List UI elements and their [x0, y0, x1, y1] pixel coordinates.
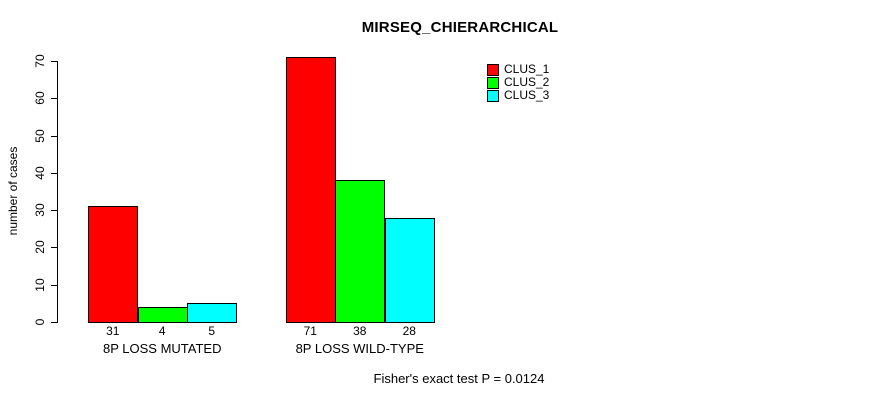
bar-clus_1-group1 [88, 206, 138, 323]
y-axis-tick [51, 322, 57, 323]
bar-clus_1-group2 [285, 57, 336, 323]
legend-entry-label: CLUS_3 [504, 88, 550, 102]
y-axis-tick [51, 98, 57, 100]
y-axis-tick-label: 20 [33, 240, 47, 255]
y-axis-tick [51, 61, 57, 62]
y-axis-tick [51, 210, 57, 212]
bar-clus_3-group1 [187, 303, 237, 323]
bar-value-label: 28 [402, 324, 416, 338]
bar-value-label: 71 [303, 324, 317, 338]
legend-entry-label: CLUS_1 [504, 62, 550, 76]
y-axis-tick-label: 70 [33, 54, 47, 68]
legend-swatch-clus_3 [487, 89, 499, 102]
y-axis-tick-label: 30 [33, 203, 47, 217]
category-label: 8P LOSS WILD-TYPE [295, 341, 424, 356]
bar-value-label: 4 [158, 324, 166, 338]
y-axis-tick [51, 284, 57, 286]
bar-clus_2-group1 [137, 307, 188, 323]
bar-value-label: 31 [106, 324, 120, 338]
y-axis-tick [51, 135, 57, 137]
legend-swatch-clus_2 [487, 76, 499, 89]
y-axis-tick-label: 50 [33, 128, 47, 143]
y-axis-tick [51, 172, 57, 174]
bar-value-label: 38 [353, 324, 367, 338]
y-axis-tick-label: 10 [33, 278, 47, 292]
y-axis-label: number of cases [6, 146, 20, 236]
bar-clus_3-group2 [384, 217, 435, 323]
legend-entry-label: CLUS_2 [504, 75, 550, 89]
legend-entry: CLUS_3 [487, 89, 549, 102]
legend-entry: CLUS_1 [487, 63, 549, 76]
bar-clus_2-group2 [335, 180, 385, 323]
y-axis-tick-label: 60 [33, 91, 47, 105]
y-axis-line [57, 61, 58, 323]
y-axis-tick [51, 247, 57, 249]
y-axis-tick-label: 40 [33, 166, 47, 180]
legend-entry: CLUS_2 [487, 76, 549, 89]
legend: CLUS_1 CLUS_2 CLUS_3 [487, 63, 549, 102]
annotation-text: Fisher's exact test P = 0.0124 [373, 371, 545, 386]
chart-title: MIRSEQ_CHIERARCHICAL [361, 19, 559, 36]
category-label: 8P LOSS MUTATED [103, 341, 222, 356]
bar-value-label: 5 [208, 324, 216, 338]
legend-swatch-clus_1 [487, 63, 499, 76]
y-axis-tick-label: 0 [33, 318, 47, 326]
